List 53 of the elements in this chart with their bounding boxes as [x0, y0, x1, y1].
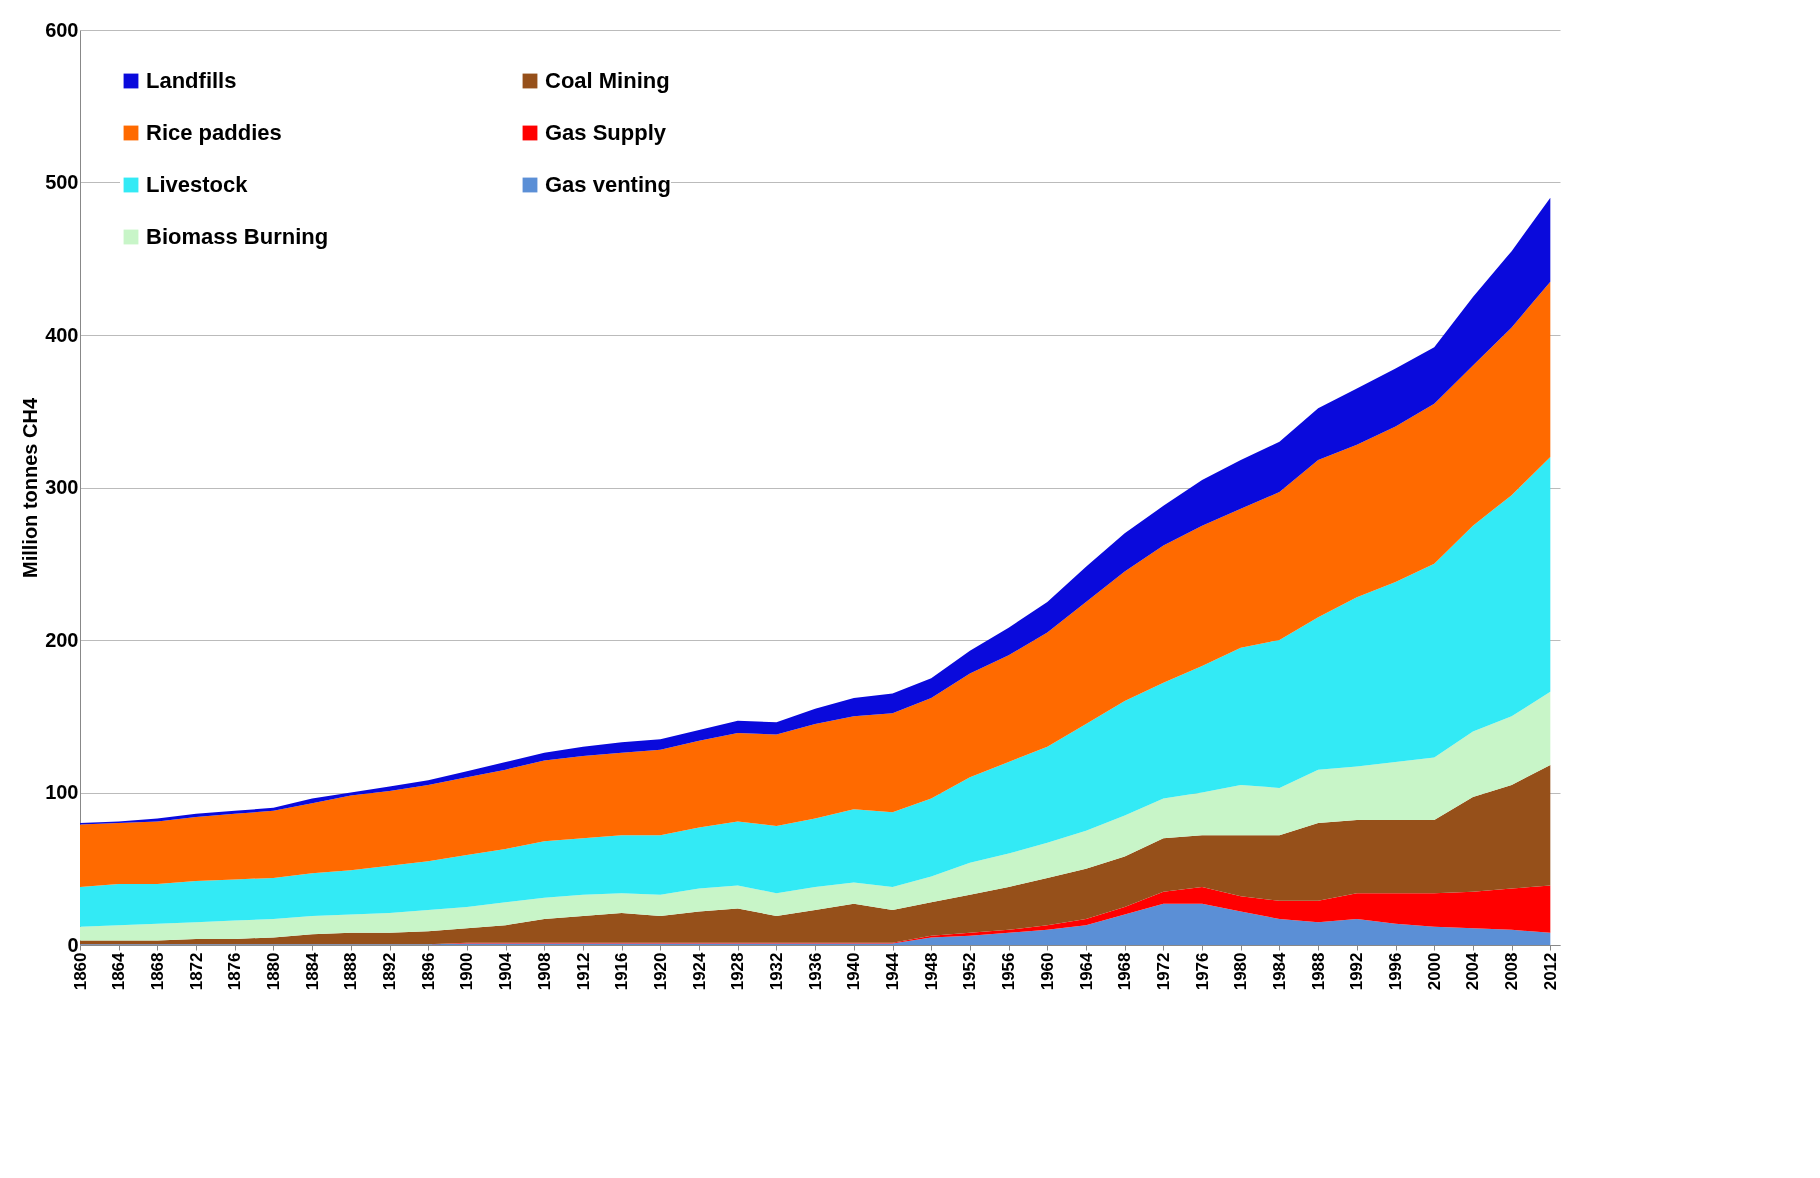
- x-tick-label: 1912: [573, 952, 593, 991]
- x-tick-label: 1944: [883, 951, 903, 991]
- legend-label: Gas venting: [545, 172, 671, 197]
- x-tick-label: 1876: [225, 952, 245, 991]
- x-tick-label: 1936: [805, 952, 825, 991]
- x-tick-label: 1960: [1037, 952, 1057, 991]
- x-tick-label: 2008: [1502, 952, 1522, 991]
- x-tick-label: 1888: [341, 952, 361, 991]
- x-tick-label: 1868: [147, 952, 167, 991]
- legend-label: Biomass Burning: [146, 224, 329, 249]
- x-tick-label: 1908: [534, 952, 554, 991]
- x-tick-label: 1872: [186, 952, 206, 991]
- x-tick-label: 1940: [844, 952, 864, 991]
- x-tick-label: 1996: [1386, 952, 1406, 991]
- x-tick-label: 1924: [689, 951, 709, 991]
- y-tick-label: 600: [45, 18, 79, 41]
- x-tick-label: 1988: [1308, 952, 1328, 991]
- y-tick-label: 400: [45, 323, 79, 346]
- legend-label: Gas Supply: [545, 120, 667, 145]
- x-tick-label: 2004: [1463, 951, 1483, 991]
- x-tick-label: 1900: [457, 952, 477, 991]
- x-tick-label: 1920: [650, 952, 670, 991]
- x-tick-label: 1896: [418, 952, 438, 991]
- legend-label: Livestock: [146, 172, 249, 197]
- x-tick-label: 1880: [263, 952, 283, 991]
- x-tick-label: 1884: [302, 951, 322, 991]
- x-tick-label: 1956: [999, 952, 1019, 991]
- y-tick-label: 500: [45, 171, 79, 193]
- y-tick-label: 100: [45, 781, 79, 803]
- x-tick-label: 1976: [1192, 952, 1212, 991]
- x-tick-label: 1860: [70, 952, 90, 991]
- y-axis-title: Million tonnes CH4: [19, 397, 42, 578]
- y-tick-label: 200: [45, 628, 79, 651]
- x-tick-label: 1948: [921, 952, 941, 991]
- x-tick-label: 1904: [496, 951, 516, 991]
- x-tick-label: 1980: [1231, 952, 1251, 991]
- x-tick-label: 1968: [1115, 952, 1135, 991]
- x-tick-label: 1916: [612, 952, 632, 991]
- x-tick-label: 1984: [1269, 951, 1289, 991]
- legend-label: Coal Mining: [545, 68, 670, 93]
- x-tick-label: 1864: [109, 951, 129, 991]
- x-tick-label: 1932: [766, 952, 786, 991]
- x-tick-label: 1964: [1076, 951, 1096, 991]
- x-tick-label: 1892: [380, 952, 400, 991]
- x-tick-label: 1992: [1347, 952, 1367, 991]
- legend-label: Landfills: [146, 68, 237, 93]
- x-tick-label: 1928: [728, 952, 748, 991]
- x-tick-label: 1972: [1153, 952, 1173, 991]
- x-tick-label: 2000: [1424, 952, 1444, 991]
- x-tick-label: 1952: [960, 952, 980, 991]
- legend-label: Rice paddies: [146, 120, 282, 145]
- x-tick-label: 2012: [1540, 952, 1560, 991]
- y-tick-label: 300: [45, 476, 79, 498]
